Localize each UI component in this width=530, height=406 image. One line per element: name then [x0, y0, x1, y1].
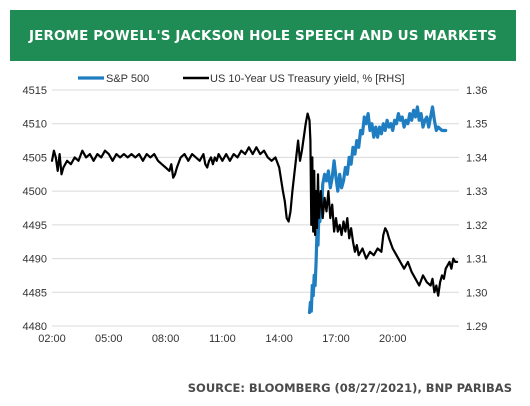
chart-title: JEROME POWELL'S JACKSON HOLE SPEECH AND …: [29, 27, 497, 44]
legend-label-treasury: US 10-Year US Treasury yield, % [RHS]: [210, 73, 405, 85]
x-tick: 17:00: [322, 333, 350, 345]
y-tick-left: 4500: [23, 186, 47, 198]
y-tick-right: 1.36: [466, 85, 487, 97]
x-tick: 11:00: [209, 333, 236, 345]
y-tick-right: 1.33: [466, 186, 487, 198]
x-tick: 02:00: [38, 333, 66, 345]
source-note: SOURCE: BLOOMBERG (08/27/2021), BNP PARI…: [187, 381, 512, 395]
x-axis: 02:00 05:00 08:00 11:00 14:00 17:00 20:00: [38, 333, 406, 345]
treasury-line: [50, 112, 459, 297]
y-tick-left: 4510: [23, 119, 47, 131]
y-tick-right: 1.29: [466, 321, 487, 333]
y-tick-left: 4485: [23, 287, 47, 299]
x-tick: 14:00: [265, 333, 293, 345]
y-tick-right: 1.30: [466, 287, 487, 299]
y-tick-right: 1.34: [466, 152, 487, 164]
y-tick-right: 1.32: [466, 220, 487, 232]
right-axis: 1.36 1.35 1.34 1.33 1.32 1.31 1.30 1.29: [466, 85, 487, 333]
y-tick-left: 4515: [23, 85, 47, 97]
gridlines: [52, 89, 459, 327]
y-tick-left: 4505: [23, 152, 47, 164]
series-group: [50, 105, 459, 315]
x-tick: 05:00: [95, 333, 123, 345]
y-tick-right: 1.35: [466, 119, 487, 131]
y-tick-left: 4495: [23, 220, 47, 232]
legend-label-sp500: S&P 500: [106, 73, 149, 85]
y-tick-left: 4480: [23, 321, 47, 333]
y-tick-right: 1.31: [466, 254, 487, 266]
x-tick: 08:00: [152, 333, 180, 345]
legend: S&P 500 US 10-Year US Treasury yield, % […: [78, 73, 405, 85]
y-tick-left: 4490: [23, 254, 47, 266]
title-banner: JEROME POWELL'S JACKSON HOLE SPEECH AND …: [10, 10, 516, 61]
left-axis: 4515 4510 4505 4500 4495 4490 4485 4480: [23, 85, 47, 333]
x-tick: 20:00: [379, 333, 407, 345]
